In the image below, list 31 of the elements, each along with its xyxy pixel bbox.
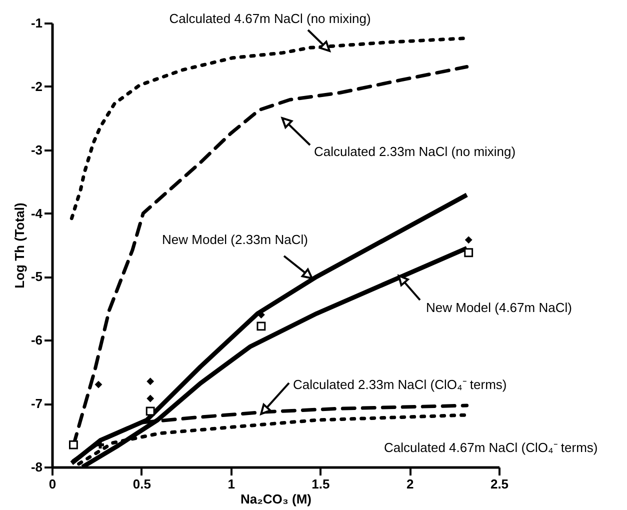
annotation: New Model (4.67m NaCl) (426, 300, 572, 315)
point (146, 406, 155, 416)
point (146, 378, 154, 386)
point (256, 322, 266, 331)
y-tick-label: -4 (30, 206, 44, 221)
x-tick-label: 1 (228, 476, 235, 492)
x-tick-label: 2 (406, 476, 414, 492)
point (69, 440, 78, 450)
annotation: Calculated 2.33m NaCl (no mixing) (314, 144, 516, 159)
y-tick-label: -6 (30, 332, 42, 348)
annotation: Calculated 4.67m NaCl (no mixing) (169, 11, 371, 26)
y-tick-label: -1 (30, 16, 42, 30)
x-tick-label: 0.5 (132, 476, 151, 492)
x-tick-label: 2.5 (490, 476, 509, 492)
y-axis-title: Log Th (Total) (12, 202, 27, 288)
annotation: Calculated 2.33m NaCl (ClO₄⁻ terms) (293, 377, 507, 392)
point (94, 380, 102, 388)
point (96, 441, 104, 449)
point (464, 248, 474, 258)
annotation: Calculated 4.67m NaCl (ClO₄⁻ terms) (384, 440, 598, 455)
point (146, 394, 154, 402)
x-tick-label: 0 (48, 476, 56, 492)
y-tick-label: -2 (30, 78, 42, 94)
x-axis-title: Na₂CO₃ (M) (240, 492, 312, 506)
x-tick-label: 1.5 (312, 476, 330, 492)
point (464, 236, 472, 244)
y-tick-label: -8 (30, 460, 42, 474)
y-tick-label: -3 (30, 142, 42, 158)
annotation: New Model (2.33m NaCl) (162, 232, 308, 247)
y-tick-label: -7 (30, 396, 42, 412)
y-tick-label: -5 (30, 269, 42, 284)
